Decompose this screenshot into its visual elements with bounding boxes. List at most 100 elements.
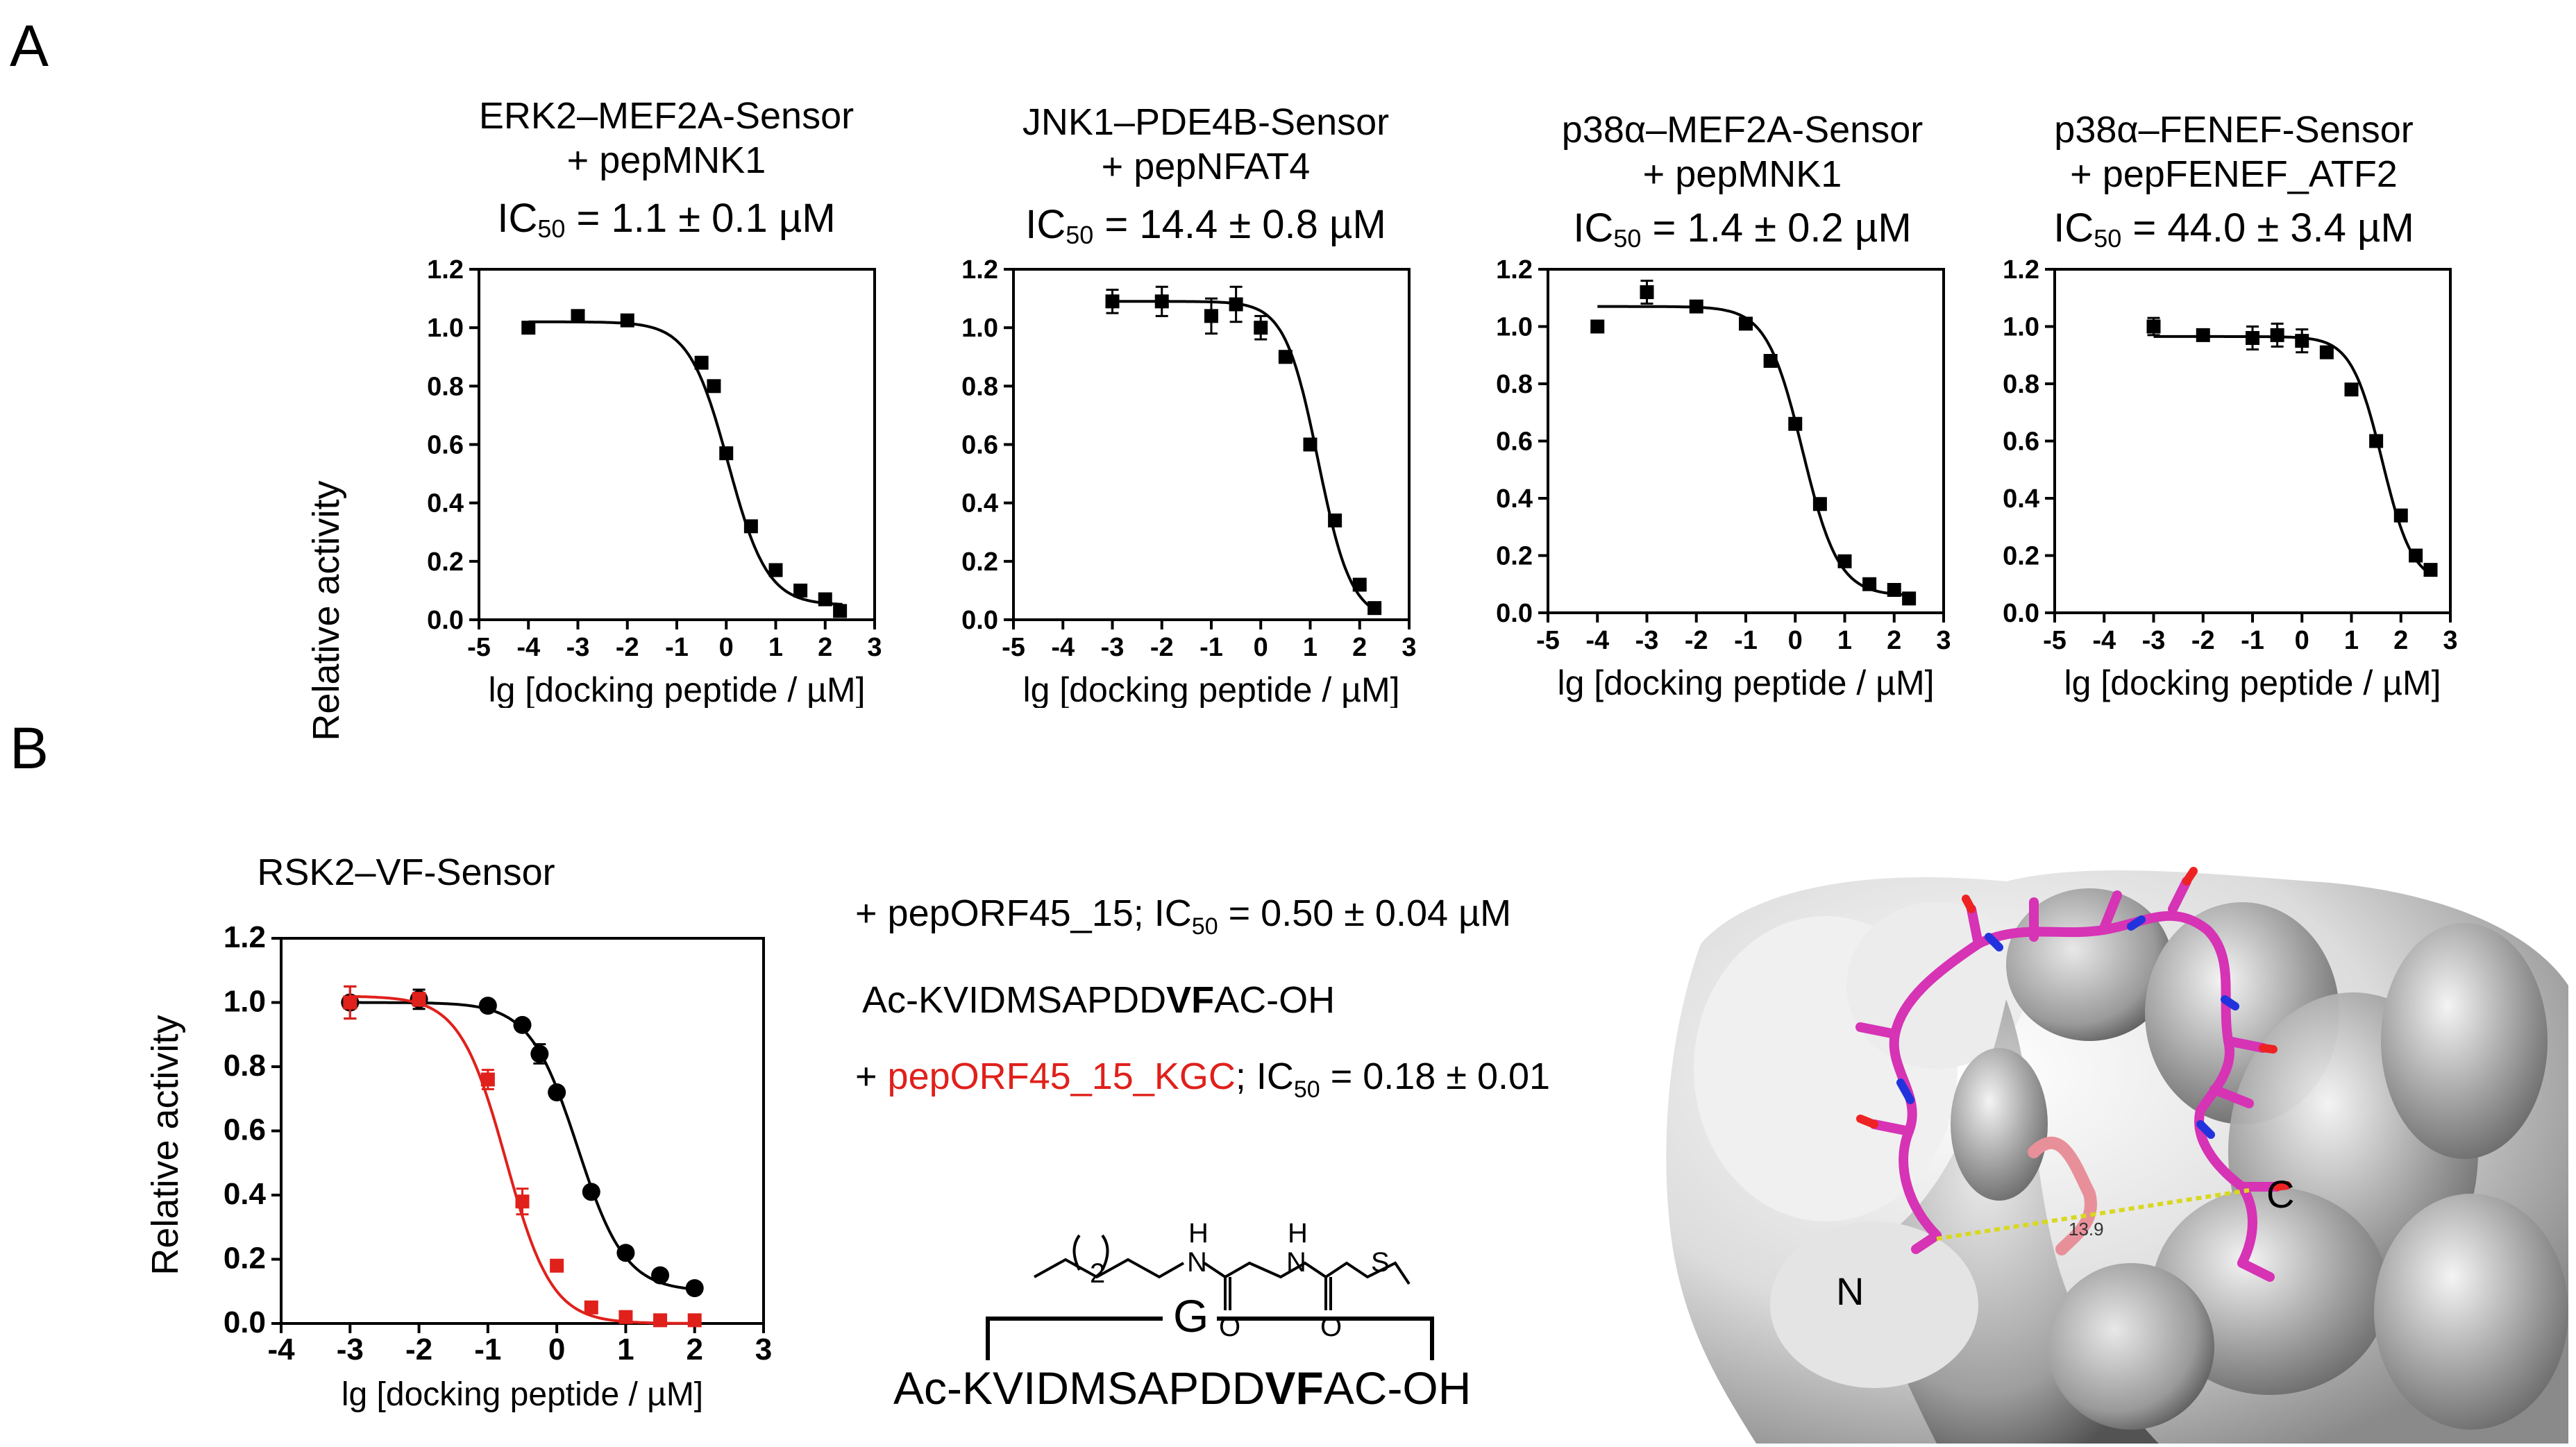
fit-curve-pepORF45_15	[350, 1001, 698, 1292]
chart3-title: p38α–MEF2A-Sensor + pepMNK1 IC50 = 1.4 ± …	[1561, 109, 1923, 253]
y-tick-label: 0.8	[1496, 370, 1533, 399]
chart4-title: p38α–FENEF-Sensor + pepFENEF_ATF2 IC50 = …	[2053, 109, 2414, 253]
y-tick-label: 0.4	[1496, 484, 1533, 514]
x-tick-label: -5	[1002, 633, 1025, 662]
y-tick-label: 0.6	[961, 431, 998, 460]
y-tick-label: 0.2	[1496, 542, 1533, 571]
data-point	[550, 1258, 564, 1273]
repeat-bracket	[1072, 1234, 1081, 1271]
chart-rsk2-vf: 0.0 0.2 0.4 0.6 0.8 1.0 1.2 -4 -3 -2 -1 0 1 2 3 lg [doc…	[224, 920, 772, 1413]
structure-c-label: C	[2266, 1172, 2294, 1216]
panel-label-b: B	[10, 716, 49, 781]
x-tick-label: 3	[1936, 626, 1951, 655]
chart5-title: RSK2–VF-Sensor	[257, 852, 555, 893]
chem-h1: H	[1188, 1218, 1209, 1249]
y-tick-label: 1.2	[224, 920, 266, 954]
pep-orf45-15-line: + pepORF45_15; IC50 = 0.50 ± 0.04 µM	[855, 892, 1512, 940]
data-point	[2409, 548, 2423, 563]
data-point	[1812, 497, 1827, 511]
data-point	[2344, 382, 2359, 397]
y-tick-label: 0.6	[427, 431, 464, 460]
bracket-g-label: G	[1173, 1290, 1209, 1342]
x-tick-label: 2	[818, 633, 832, 662]
data-point	[2393, 508, 2408, 523]
distance-label: 13.9	[2069, 1219, 2104, 1239]
x-tick-label: -4	[2092, 626, 2116, 655]
y-tick-label: 0.6	[224, 1113, 266, 1147]
data-point	[1689, 299, 1703, 314]
data-point	[616, 1244, 635, 1262]
y-tick-label: 0.0	[427, 606, 464, 635]
data-point	[513, 1015, 532, 1034]
y-tick-label: 1.0	[2003, 313, 2039, 342]
data-point	[1204, 309, 1218, 323]
chem-sub2: 2	[1090, 1258, 1105, 1289]
x-tick-label: -5	[2043, 626, 2066, 655]
x-tick-label: 1	[1837, 626, 1852, 655]
x-axis-label: lg [docking peptide / µM]	[342, 1376, 703, 1413]
x-tick-label: -3	[337, 1332, 364, 1366]
y-tick-label: 1.0	[427, 314, 464, 343]
g-bracket	[986, 1317, 1434, 1360]
data-point	[571, 309, 585, 323]
y-tick-label: 0.4	[961, 489, 998, 518]
y-tick-label: 1.0	[224, 985, 266, 1019]
x-tick-label: 0	[548, 1332, 565, 1366]
x-tick-label: 1	[768, 633, 783, 662]
fit-curve-pepNFAT4	[1112, 300, 1378, 613]
x-tick-label: 3	[755, 1332, 772, 1366]
chart-p38a-fenef: 0.0 0.2 0.4 0.6 0.8 1.0 1.2 -5 -4 -3 -2 -1 0 1 2 3lg [d…	[2003, 255, 2457, 702]
protein-structure-image: 13.9 N C	[1666, 867, 2568, 1444]
data-point	[1739, 316, 1753, 331]
data-point	[743, 519, 758, 534]
sequence-line: Ac-KVIDMSAPDDVFAC-OH	[862, 979, 1336, 1021]
y-tick-label: 1.0	[961, 314, 998, 343]
x-axis-label: lg [docking peptide / µM]	[1558, 663, 1935, 702]
x-tick-label: -4	[1585, 626, 1609, 655]
x-tick-label: -1	[1199, 633, 1223, 662]
data-point	[719, 446, 734, 461]
data-point	[343, 995, 357, 1010]
data-point	[1902, 591, 1917, 606]
x-axis-label: lg [docking peptide / µM]	[489, 670, 866, 708]
x-tick-label: -3	[2142, 626, 2166, 655]
y-tick-label: 0.4	[2003, 484, 2039, 514]
data-point	[1887, 583, 1901, 597]
data-point	[2295, 334, 2309, 348]
data-point	[1788, 416, 1803, 431]
x-tick-label: 3	[1401, 633, 1416, 662]
data-point	[1278, 350, 1293, 364]
fit-curve-pepORF45_15_KGC	[350, 995, 698, 1325]
data-point	[1328, 513, 1342, 527]
y-tick-label: 0.4	[224, 1177, 267, 1211]
y-tick-label: 0.0	[2003, 599, 2039, 628]
data-point	[1352, 577, 1367, 592]
chart5-ylabel: Relative activity	[144, 1015, 186, 1276]
x-tick-label: 0	[719, 633, 734, 662]
x-tick-label: 1	[617, 1332, 634, 1366]
chem-n1: N	[1187, 1247, 1207, 1278]
x-tick-label: -5	[1536, 626, 1560, 655]
y-tick-label: 0.8	[224, 1049, 266, 1083]
x-tick-label: 0	[1788, 626, 1803, 655]
chart-erk2-mef2a: 0.0 0.2 0.4 0.6 0.8 1.0 1.2 -5 -4 -3 -2 -1 0 1 2 3lg [d…	[427, 255, 882, 708]
data-point	[833, 604, 848, 618]
x-tick-label: -5	[467, 633, 491, 662]
y-tick-label: 1.0	[1496, 313, 1533, 342]
data-point	[1862, 577, 1877, 591]
y-tick-label: 0.0	[1496, 599, 1533, 628]
x-tick-label: -1	[2241, 626, 2264, 655]
data-point	[768, 563, 783, 577]
data-point	[548, 1083, 566, 1101]
x-axis-label: lg [docking peptide / µM]	[2064, 663, 2441, 702]
data-point	[478, 997, 497, 1015]
data-point	[2196, 328, 2210, 342]
x-tick-label: -2	[2191, 626, 2215, 655]
x-tick-label: 2	[1352, 633, 1367, 662]
y-tick-label: 1.2	[961, 255, 998, 285]
x-tick-label: 1	[1303, 633, 1318, 662]
x-tick-label: 0	[1254, 633, 1268, 662]
x-tick-label: 1	[2344, 626, 2359, 655]
backbone-bond	[1203, 1261, 1411, 1285]
data-point	[1254, 321, 1268, 335]
